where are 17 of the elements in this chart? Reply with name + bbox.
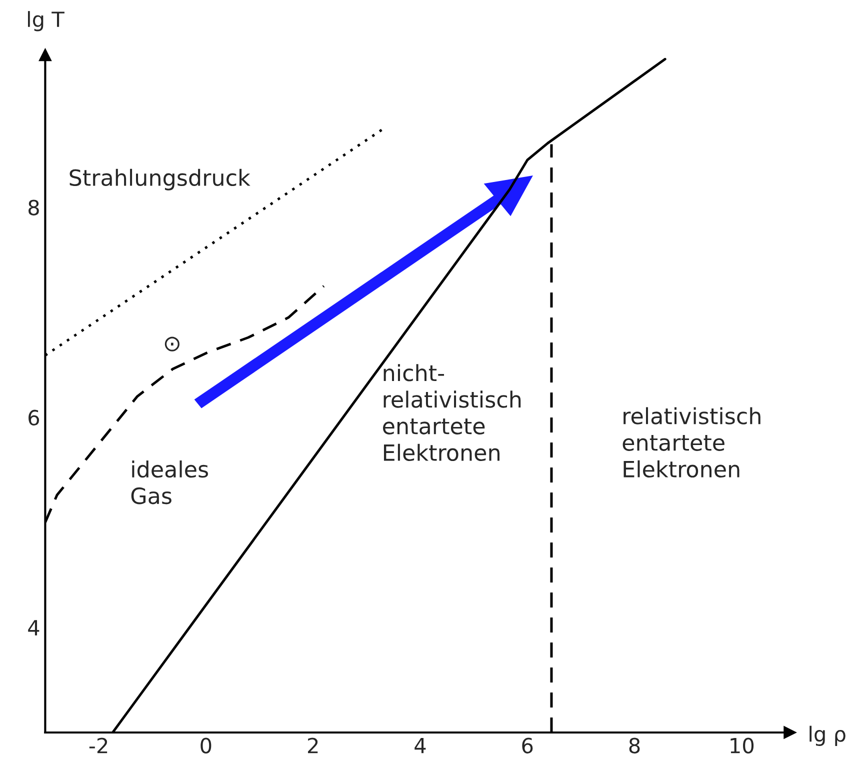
annotation: Strahlungsdruck bbox=[70, 168, 250, 190]
x-tick-label: 10 bbox=[730, 738, 754, 754]
y-tick-label: 4 bbox=[28, 620, 40, 636]
x-axis-title: lg ρ bbox=[810, 726, 846, 746]
annotation: nicht- relativistisch entartete Elektronen bbox=[383, 364, 521, 462]
annotation: ⊙ bbox=[164, 336, 180, 352]
annotation: ideales Gas bbox=[131, 460, 208, 504]
annotation: relativistisch entartete Elektronen bbox=[622, 407, 760, 478]
x-tick-label: 6 bbox=[522, 738, 533, 754]
x-tick-label: -2 bbox=[89, 738, 108, 754]
x-tick-label: 4 bbox=[414, 738, 426, 754]
x-tick-label: 8 bbox=[629, 738, 640, 754]
y-tick-label: 6 bbox=[28, 410, 40, 426]
y-tick-label: 8 bbox=[28, 200, 39, 216]
x-tick-label: 0 bbox=[200, 738, 212, 754]
y-axis-title: lg T bbox=[28, 11, 64, 32]
x-tick-label: 2 bbox=[308, 738, 318, 754]
